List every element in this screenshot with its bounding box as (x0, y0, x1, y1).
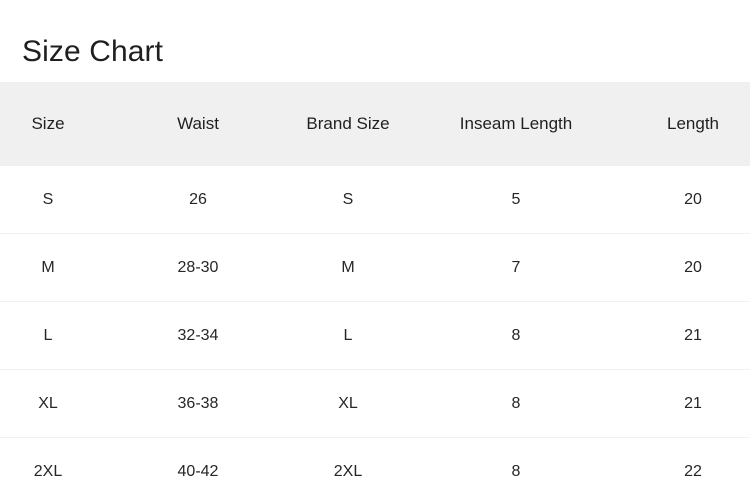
table-body: S 26 S 5 20 M 28-30 M 7 20 L 32-34 L 8 2… (0, 166, 750, 483)
cell-inseam-length: 5 (511, 190, 521, 208)
column-header-brand-size: Brand Size (306, 114, 390, 133)
cell-inseam-length: 8 (396, 437, 636, 483)
table-header-row: Size Waist Brand Size Inseam Length Leng… (0, 82, 750, 166)
page-title: Size Chart (22, 35, 164, 69)
column-header-size: Size (31, 114, 65, 133)
cell-waist: 26 (189, 190, 207, 208)
cell-length: 21 (636, 301, 750, 370)
cell-waist: 32-34 (96, 301, 300, 370)
cell-size: 2XL (0, 437, 96, 483)
table-header: Size Waist Brand Size Inseam Length Leng… (0, 82, 750, 166)
size-chart-table: Size Waist Brand Size Inseam Length Leng… (0, 82, 750, 483)
cell-length: 22 (636, 437, 750, 483)
table-row: S 26 S 5 20 (0, 166, 750, 234)
column-header-waist: Waist (177, 114, 219, 133)
cell-brand-size: XL (300, 369, 396, 438)
table-row: M 28-30 M 7 20 (0, 233, 750, 302)
column-header-inseam-length: Inseam Length (459, 114, 573, 133)
table-row: 2XL 40-42 2XL 8 22 (0, 437, 750, 483)
column-header-length: Length (667, 114, 719, 133)
cell-length: 20 (636, 233, 750, 302)
cell-waist: 40-42 (96, 437, 300, 483)
cell-waist: 28-30 (96, 233, 300, 302)
cell-brand-size: M (300, 233, 396, 302)
cell-size: S (42, 190, 54, 208)
cell-length: 21 (636, 369, 750, 438)
cell-brand-size: L (300, 301, 396, 370)
cell-brand-size: 2XL (300, 437, 396, 483)
cell-size: M (0, 233, 96, 302)
cell-waist: 36-38 (96, 369, 300, 438)
cell-size: L (0, 301, 96, 370)
cell-length: 20 (684, 190, 702, 208)
table-row: XL 36-38 XL 8 21 (0, 369, 750, 438)
cell-inseam-length: 8 (396, 301, 636, 370)
table-row: L 32-34 L 8 21 (0, 301, 750, 370)
cell-inseam-length: 8 (396, 369, 636, 438)
cell-brand-size: S (342, 190, 354, 208)
cell-inseam-length: 7 (396, 233, 636, 302)
cell-size: XL (0, 369, 96, 438)
